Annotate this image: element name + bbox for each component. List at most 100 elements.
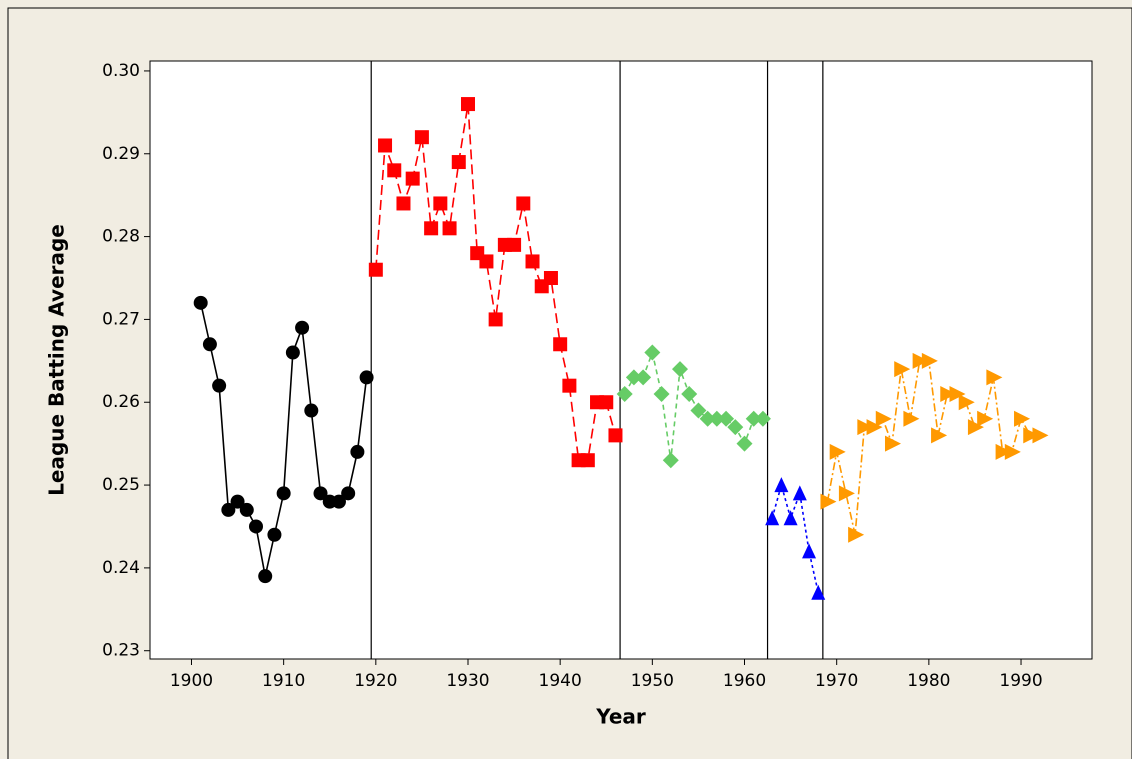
- marker: [562, 378, 577, 393]
- marker: [903, 410, 920, 427]
- marker: [285, 345, 300, 360]
- series-line: [623, 349, 763, 461]
- marker: [258, 569, 273, 584]
- marker: [635, 369, 652, 386]
- marker: [239, 502, 254, 517]
- marker: [857, 419, 874, 436]
- series-line: [826, 360, 1040, 535]
- x-tick-label: 1930: [446, 671, 489, 691]
- marker: [986, 369, 1003, 386]
- x-tick-label: 1950: [631, 671, 674, 691]
- marker: [1014, 410, 1031, 427]
- marker: [525, 254, 540, 269]
- marker: [792, 485, 807, 501]
- marker: [516, 196, 531, 211]
- marker: [662, 452, 679, 469]
- marker: [313, 486, 328, 501]
- marker: [681, 385, 698, 402]
- plot-area: [149, 60, 1093, 660]
- marker: [442, 221, 457, 236]
- marker: [894, 361, 911, 378]
- marker: [304, 403, 319, 418]
- marker: [580, 453, 595, 468]
- marker: [765, 510, 780, 526]
- marker: [267, 527, 282, 542]
- marker: [958, 394, 975, 411]
- marker: [995, 443, 1012, 460]
- marker: [331, 494, 346, 509]
- x-tick-label: 1920: [354, 671, 397, 691]
- y-tick-label: 0.26: [102, 392, 140, 412]
- marker: [774, 477, 789, 493]
- marker: [912, 352, 929, 369]
- x-tick-label: 1900: [170, 671, 213, 691]
- marker: [848, 526, 865, 543]
- marker: [341, 486, 356, 501]
- marker: [424, 221, 439, 236]
- marker: [1032, 427, 1049, 444]
- marker: [202, 337, 217, 352]
- marker: [718, 410, 735, 427]
- marker: [1004, 443, 1021, 460]
- marker: [625, 369, 642, 386]
- x-tick-label: 1990: [999, 671, 1042, 691]
- marker: [754, 410, 771, 427]
- marker: [221, 502, 236, 517]
- marker: [699, 410, 716, 427]
- x-axis-label: Year: [595, 705, 646, 729]
- x-tick-label: 1940: [539, 671, 582, 691]
- marker: [745, 410, 762, 427]
- marker: [653, 385, 670, 402]
- x-tick-label: 1970: [815, 671, 858, 691]
- marker: [368, 262, 383, 277]
- marker: [488, 312, 503, 327]
- marker: [405, 171, 420, 186]
- marker: [866, 419, 883, 436]
- marker: [838, 485, 855, 502]
- marker: [690, 402, 707, 419]
- marker: [414, 130, 429, 145]
- marker: [977, 410, 994, 427]
- marker: [820, 493, 837, 510]
- marker: [451, 155, 466, 170]
- y-tick-label: 0.27: [102, 309, 140, 329]
- y-tick-label: 0.30: [102, 61, 140, 81]
- marker: [921, 352, 938, 369]
- marker: [940, 385, 957, 402]
- marker: [949, 385, 966, 402]
- x-tick-label: 1980: [907, 671, 950, 691]
- marker: [507, 237, 522, 252]
- y-tick-label: 0.23: [102, 641, 140, 661]
- y-axis-label: League Batting Average: [45, 224, 69, 496]
- marker: [727, 419, 744, 436]
- marker: [543, 271, 558, 286]
- marker: [276, 486, 291, 501]
- marker: [616, 385, 633, 402]
- marker: [396, 196, 411, 211]
- marker: [387, 163, 402, 178]
- marker: [608, 428, 623, 443]
- marker: [230, 494, 245, 509]
- y-tick-label: 0.24: [102, 558, 140, 578]
- marker: [708, 410, 725, 427]
- y-tick-label: 0.25: [102, 475, 140, 495]
- marker: [644, 344, 661, 361]
- marker: [802, 543, 817, 559]
- marker: [212, 378, 227, 393]
- y-tick-label: 0.28: [102, 227, 140, 247]
- marker: [736, 435, 753, 452]
- marker: [967, 419, 984, 436]
- marker: [479, 254, 494, 269]
- marker: [875, 410, 892, 427]
- marker: [553, 337, 568, 352]
- marker: [884, 435, 901, 452]
- y-tick-label: 0.29: [102, 144, 140, 164]
- marker: [359, 370, 374, 385]
- marker: [295, 320, 310, 335]
- marker: [248, 519, 263, 534]
- marker: [811, 584, 826, 600]
- marker: [783, 510, 798, 526]
- marker: [671, 361, 688, 378]
- marker: [931, 427, 948, 444]
